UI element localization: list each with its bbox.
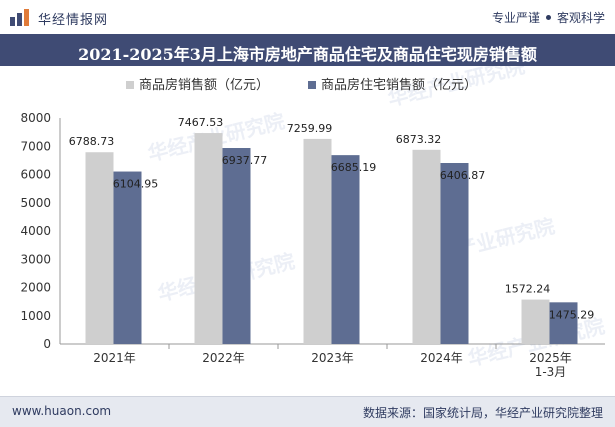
y-tick-label: 4000 bbox=[20, 224, 51, 238]
legend-swatch-2 bbox=[308, 81, 316, 89]
y-tick-label: 5000 bbox=[20, 196, 51, 210]
footer-source: 数据来源：国家统计局，华经产业研究院整理 bbox=[362, 406, 603, 420]
data-label: 6104.95 bbox=[113, 178, 159, 191]
y-tick-label: 1000 bbox=[20, 309, 51, 323]
data-label: 7467.53 bbox=[178, 116, 224, 129]
bar-residential bbox=[440, 163, 469, 344]
data-label: 6685.19 bbox=[331, 161, 377, 174]
data-label: 6406.87 bbox=[440, 169, 486, 182]
data-label: 6873.32 bbox=[396, 133, 442, 146]
title-bar: 2021-2025年3月上海市房地产商品住宅及商品住宅现房销售额 bbox=[0, 34, 615, 66]
y-tick-label: 2000 bbox=[20, 281, 51, 295]
chart-title: 2021-2025年3月上海市房地产商品住宅及商品住宅现房销售额 bbox=[78, 45, 537, 64]
bar-residential bbox=[113, 171, 142, 344]
legend-label-2: 商品房住宅销售额（亿元） bbox=[321, 77, 477, 93]
bar-residential bbox=[331, 155, 360, 344]
tagline: 专业严谨 客观科学 bbox=[492, 9, 605, 26]
data-label: 6937.77 bbox=[222, 154, 268, 167]
bar-total bbox=[194, 133, 223, 344]
tagline-left: 专业严谨 bbox=[491, 11, 540, 25]
y-tick-label: 0 bbox=[43, 337, 51, 351]
bar-total bbox=[303, 138, 332, 344]
data-label: 1572.24 bbox=[505, 283, 551, 296]
footer-website: www.huaon.com bbox=[12, 404, 112, 418]
data-label: 1475.29 bbox=[549, 308, 595, 321]
header: 华经情报网 专业严谨 客观科学 bbox=[0, 0, 615, 34]
y-tick-label: 7000 bbox=[20, 139, 51, 153]
y-tick-label: 6000 bbox=[20, 168, 51, 182]
logo-icon bbox=[10, 9, 29, 26]
x-tick-label: 2024年 bbox=[420, 351, 463, 365]
bar-total bbox=[521, 299, 550, 344]
bar-residential bbox=[549, 302, 578, 344]
y-tick-label: 8000 bbox=[20, 111, 51, 125]
x-tick-label: 1-3月 bbox=[535, 365, 567, 379]
tagline-dot bbox=[545, 15, 551, 20]
footer: www.huaon.com 数据来源：国家统计局，华经产业研究院整理 bbox=[0, 396, 615, 427]
data-label: 6788.73 bbox=[69, 135, 115, 148]
tagline-right: 客观科学 bbox=[556, 11, 605, 25]
x-tick-label: 2021年 bbox=[93, 351, 136, 365]
legend-label-1: 商品房销售额（亿元） bbox=[139, 77, 269, 93]
bar-total bbox=[412, 149, 441, 344]
x-tick-label: 2022年 bbox=[202, 351, 245, 365]
brand-name: 华经情报网 bbox=[38, 13, 109, 28]
chart: 华经产业研究院华经产业研究院华经产业研究院华经产业研究院华经产业研究院商品房销售… bbox=[20, 66, 607, 379]
x-tick-label: 2025年 bbox=[529, 351, 572, 365]
data-label: 7259.99 bbox=[287, 122, 333, 135]
x-tick-label: 2023年 bbox=[311, 351, 354, 365]
y-tick-label: 3000 bbox=[20, 252, 51, 266]
bar-residential bbox=[222, 148, 251, 344]
legend-swatch-1 bbox=[126, 81, 134, 89]
bar-total bbox=[85, 152, 114, 344]
